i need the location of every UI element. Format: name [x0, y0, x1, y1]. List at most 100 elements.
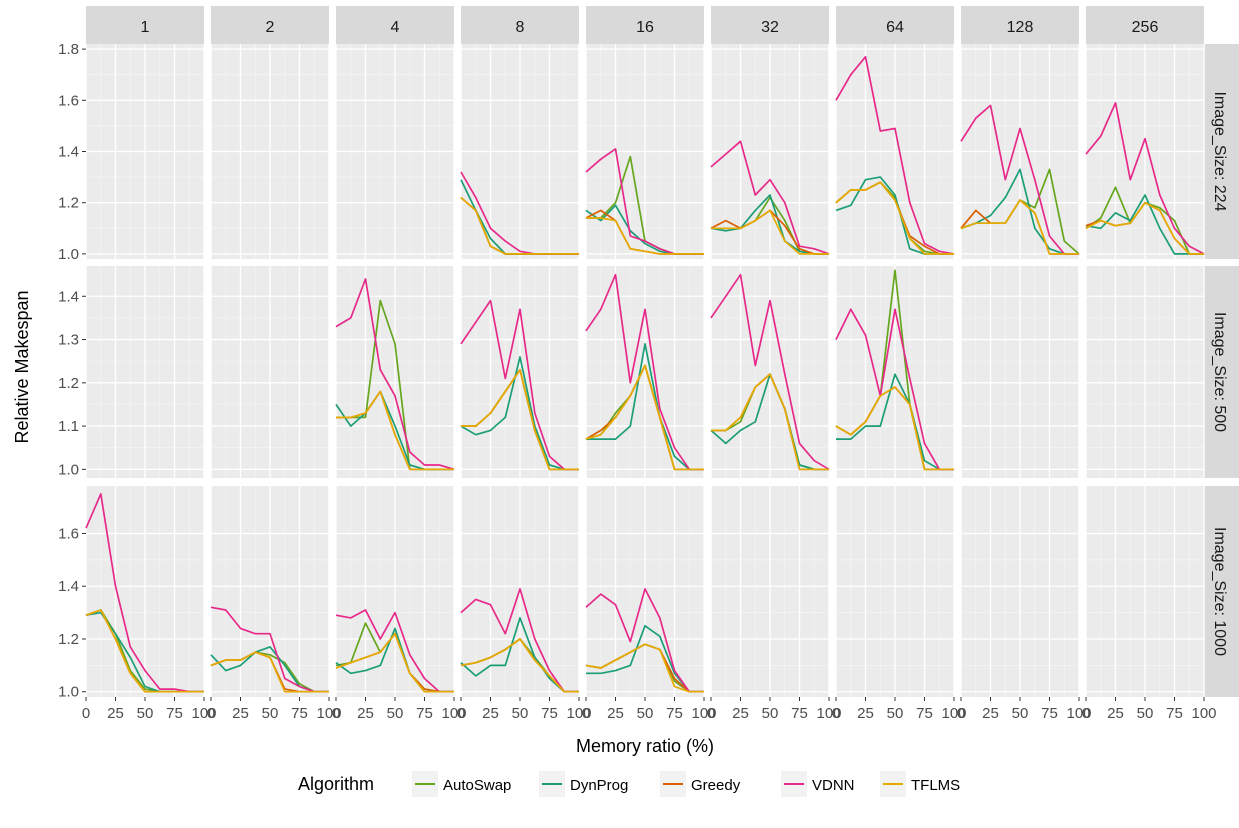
panel-series	[835, 269, 954, 471]
x-tick-label: 75	[416, 705, 433, 722]
column-strip-label: 8	[516, 19, 525, 36]
x-tick-label: 100	[191, 705, 216, 722]
row-strip-labels: Image_Size: 224 Image_Size: 500 Image_Size…	[1201, 44, 1239, 697]
series-line-tflms	[336, 390, 454, 471]
series-line-dynprog	[460, 356, 579, 471]
series-line-vdnn	[85, 493, 204, 693]
y-tick-label: 1.6	[58, 92, 79, 109]
x-tick-label: 50	[1012, 705, 1029, 722]
column-strip	[86, 6, 204, 44]
series-line-tflms	[960, 199, 1079, 255]
column-strip	[211, 6, 329, 44]
x-tick-label: 25	[1107, 705, 1124, 722]
legend-label: DynProg	[570, 777, 628, 794]
x-tick-label: 100	[566, 705, 591, 722]
series-line-tflms	[711, 373, 829, 471]
panel	[1085, 44, 1205, 259]
panel-series	[460, 588, 579, 693]
column-strip	[1086, 6, 1204, 44]
y-tick-label: 1.2	[58, 375, 79, 392]
x-tick-label: 0	[207, 705, 215, 722]
series-line-vdnn	[585, 273, 704, 471]
legend: Algorithm AutoSwap DynProg Greedy VDNN TFLMS	[298, 771, 960, 797]
column-strip-label: 32	[761, 19, 779, 36]
x-tick-label: 25	[732, 705, 749, 722]
x-tick-label: 25	[857, 705, 874, 722]
series-line-tflms	[461, 368, 579, 471]
x-tick-label: 50	[637, 705, 654, 722]
series-line-vdnn	[460, 588, 579, 693]
series-line-vdnn	[585, 588, 704, 693]
column-strip-label: 256	[1132, 19, 1159, 36]
series-line-vdnn	[710, 273, 830, 471]
series-line-tflms	[711, 209, 829, 255]
x-tick-label: 100	[1066, 705, 1091, 722]
column-strip	[961, 6, 1079, 44]
panel	[85, 486, 205, 697]
x-tick-label: 100	[316, 705, 341, 722]
series-line-tflms	[835, 386, 954, 471]
series-line-tflms	[210, 651, 329, 693]
panel-series	[210, 606, 329, 693]
y-tick-label: 1.0	[58, 246, 79, 263]
x-tick-label: 0	[457, 705, 465, 722]
y-tick-label: 1.4	[58, 578, 79, 595]
y-tick-label: 1.0	[58, 684, 79, 701]
y-tick-label: 1.2	[58, 631, 79, 648]
row-strip	[1201, 266, 1239, 478]
y-tick-label: 1.1	[58, 418, 79, 435]
panel	[710, 266, 830, 478]
x-tick-label: 100	[941, 705, 966, 722]
x-tick-label: 50	[387, 705, 404, 722]
x-tick-label: 75	[166, 705, 183, 722]
series-line-tflms	[586, 217, 704, 255]
x-tick-label: 50	[762, 705, 779, 722]
x-tick-label: 25	[607, 705, 624, 722]
series-line-tflms	[335, 632, 454, 693]
panel	[710, 486, 830, 697]
panel	[835, 486, 955, 697]
panel	[335, 44, 455, 259]
x-tick-label: 75	[666, 705, 683, 722]
panel-series	[335, 609, 454, 693]
x-tick-label: 0	[957, 705, 965, 722]
series-line-tflms	[460, 638, 579, 693]
x-tick-label: 75	[1041, 705, 1058, 722]
panel	[585, 44, 705, 259]
panel	[1085, 266, 1205, 478]
row-strip	[1201, 44, 1239, 259]
x-tick-label: 50	[512, 705, 529, 722]
series-line-vdnn	[335, 278, 455, 471]
panel-series	[710, 140, 830, 255]
series-line-vdnn	[460, 299, 579, 471]
x-tick-label: 75	[791, 705, 808, 722]
x-tick-label: 75	[541, 705, 558, 722]
series-line-vdnn	[710, 140, 830, 255]
row-strip-label: Image_Size: 1000	[1211, 527, 1228, 656]
legend-title: Algorithm	[298, 774, 374, 794]
series-line-dynprog	[586, 343, 704, 471]
series-line-vdnn	[210, 606, 329, 693]
column-strip	[586, 6, 704, 44]
panel	[85, 266, 205, 478]
y-axes: 1.0 1.2 1.4 1.6 1.8 1.0 1.1 1.2 1.3 1.4 1.0 1.2 1.4 1…	[58, 41, 86, 701]
column-strip	[336, 6, 454, 44]
panel-series	[335, 278, 455, 471]
panel	[835, 44, 955, 259]
column-strip-label: 16	[636, 19, 654, 36]
panel-series	[85, 493, 204, 693]
legend-label: AutoSwap	[443, 777, 511, 794]
column-strip-label: 64	[886, 19, 904, 36]
panel	[210, 486, 330, 697]
x-tick-label: 100	[691, 705, 716, 722]
panel-series	[1085, 102, 1205, 255]
y-tick-label: 1.3	[58, 332, 79, 349]
row-strip-label: Image_Size: 224	[1211, 91, 1228, 211]
panel	[210, 266, 330, 478]
column-strip-label: 1	[141, 19, 150, 36]
y-tick-label: 1.4	[58, 288, 79, 305]
x-tick-label: 25	[232, 705, 249, 722]
panel	[335, 486, 455, 697]
y-axis-title: Relative Makespan	[12, 290, 32, 443]
